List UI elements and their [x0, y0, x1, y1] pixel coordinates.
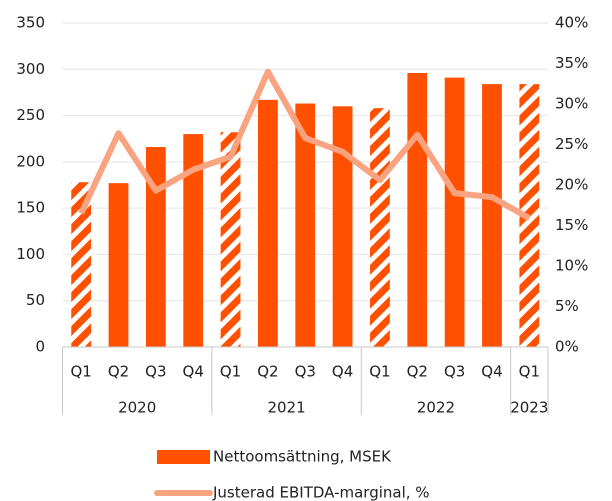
x-tick-label: Q3 [295, 363, 316, 381]
x-tick-label: Q2 [257, 363, 278, 381]
bar [407, 72, 428, 347]
x-tick-label: Q2 [108, 363, 129, 381]
y2-tick-label: 25% [555, 135, 588, 153]
bar [258, 99, 278, 347]
y-tick-label: 300 [16, 60, 45, 78]
line [78, 68, 531, 221]
x-tick-label: Q3 [444, 363, 465, 381]
y-tick-label: 100 [16, 245, 45, 263]
bar [220, 132, 241, 347]
legend-swatch [157, 450, 210, 464]
bar [295, 103, 316, 347]
y2-tick-label: 35% [555, 54, 588, 72]
x-tick-label: Q4 [481, 363, 502, 381]
y-tick-label: 200 [16, 152, 45, 170]
y2-tick-label: 40% [555, 14, 588, 32]
y2-tick-label: 30% [555, 95, 588, 113]
bar [444, 77, 465, 348]
y-tick-label: 50 [26, 291, 45, 309]
bar [332, 106, 353, 347]
x-group-label: 2022 [417, 399, 455, 417]
legend-label: Nettoomsättning, MSEK [213, 448, 392, 466]
x-tick-label: Q4 [332, 363, 353, 381]
x-group-label: 2021 [267, 399, 305, 417]
x-tick-label: Q1 [220, 363, 241, 381]
y2-tick-label: 5% [555, 297, 579, 315]
y2-tick-label: 20% [555, 176, 588, 194]
x-tick-label: Q1 [369, 363, 390, 381]
x-tick-label: Q1 [70, 363, 91, 381]
y-tick-label: 150 [16, 199, 45, 217]
y2-tick-label: 0% [555, 338, 579, 356]
y-tick-label: 350 [16, 14, 45, 32]
x-tick-label: Q3 [145, 363, 166, 381]
x-tick-label: Q1 [519, 363, 540, 381]
y2-tick-label: 10% [555, 257, 588, 275]
bar [370, 108, 390, 347]
bar [108, 183, 129, 347]
y-tick-label: 0 [35, 338, 45, 356]
bar [183, 134, 204, 347]
bar [145, 147, 166, 347]
x-tick-label: Q2 [407, 363, 428, 381]
bar [482, 84, 502, 348]
y-tick-label: 250 [16, 106, 45, 124]
bar [71, 182, 92, 347]
x-group-label: 2020 [118, 399, 156, 417]
legend-label: Justerad EBITDA-marginal, % [212, 484, 430, 501]
x-tick-label: Q4 [183, 363, 204, 381]
y2-tick-label: 15% [555, 216, 588, 234]
x-group-label: 2023 [510, 399, 548, 417]
